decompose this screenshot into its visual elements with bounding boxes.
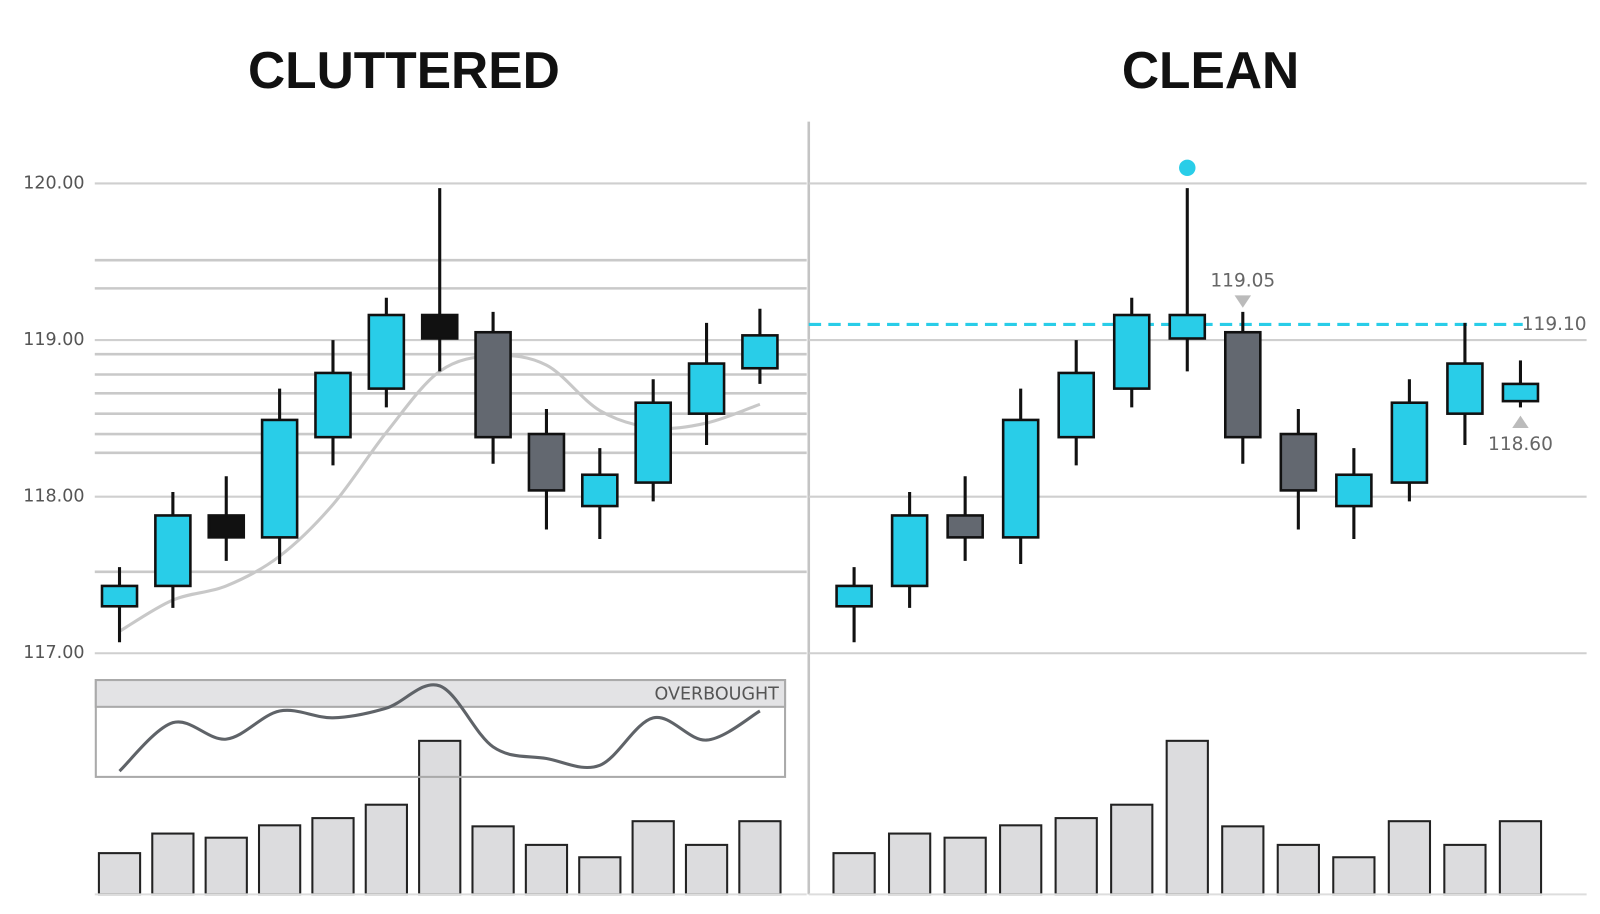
annotation-label: 119.05	[1210, 270, 1275, 291]
candle-body	[1224, 330, 1262, 439]
candle-body	[741, 334, 779, 370]
panel-title: CLEAN	[1122, 41, 1299, 99]
volume-bar	[1332, 856, 1376, 896]
volume-bar	[1276, 843, 1320, 896]
candle-body	[420, 313, 459, 340]
volume-bar	[1054, 817, 1098, 896]
volume-bar	[1498, 820, 1543, 896]
volume-bar	[418, 739, 462, 896]
candle-body	[1001, 418, 1040, 539]
candle-body	[314, 371, 352, 439]
volume-bar	[1387, 820, 1432, 896]
volume-bar	[684, 843, 729, 896]
volume-bar	[578, 856, 622, 896]
y-tick-label: 120.00	[23, 173, 84, 193]
candle-body	[1335, 473, 1373, 508]
overbought-label: OVERBOUGHT	[655, 684, 780, 704]
moving-average	[118, 353, 761, 633]
candle-body	[1112, 313, 1151, 390]
oscillator-line	[118, 683, 761, 773]
volume-bar	[943, 836, 987, 896]
volume-bar	[887, 832, 932, 896]
candle-body	[890, 514, 929, 588]
annotation-arrow	[1234, 295, 1252, 308]
candle-body	[581, 473, 619, 508]
candle-body	[835, 584, 873, 608]
candle-body	[1279, 432, 1318, 492]
volume-bar	[1221, 825, 1265, 896]
volume-bar	[257, 824, 302, 896]
volume-bar	[738, 820, 782, 896]
candle-body	[687, 362, 726, 415]
volume-bar	[311, 817, 355, 896]
volume-bar	[97, 852, 142, 896]
volume-bar	[1110, 803, 1154, 896]
candle-body	[100, 584, 139, 608]
volume-bar	[204, 836, 248, 896]
peak-marker	[1179, 159, 1196, 177]
candle-body	[1501, 382, 1540, 403]
candle-body	[1168, 313, 1207, 340]
candle-body	[207, 514, 246, 539]
reference-label: 119.10	[1522, 314, 1587, 335]
y-tick-label: 119.00	[23, 330, 84, 350]
candle-body	[474, 330, 512, 439]
volume-bar	[151, 832, 195, 896]
volume-bar	[631, 820, 675, 896]
candle-body	[1057, 371, 1096, 439]
candle-body	[260, 418, 299, 539]
volume-bar	[1443, 843, 1487, 896]
y-tick-label: 118.00	[23, 487, 84, 507]
candle-body	[527, 432, 566, 492]
volume-bar	[832, 852, 876, 896]
candle-body	[634, 401, 672, 484]
candle-body	[1446, 362, 1484, 415]
candle-body	[1390, 401, 1429, 484]
y-tick-label: 117.00	[23, 643, 84, 663]
volume-bar	[524, 843, 569, 896]
candle-body	[367, 313, 406, 390]
annotation-label: 118.60	[1488, 434, 1553, 455]
panel-title: CLUTTERED	[248, 41, 560, 99]
annotation-arrow	[1512, 415, 1529, 429]
volume-bar	[471, 825, 515, 896]
candle-body	[154, 514, 192, 588]
volume-bar	[364, 803, 408, 896]
candle-body	[946, 514, 984, 539]
volume-bar	[999, 824, 1043, 896]
volume-bar	[1165, 739, 1209, 896]
